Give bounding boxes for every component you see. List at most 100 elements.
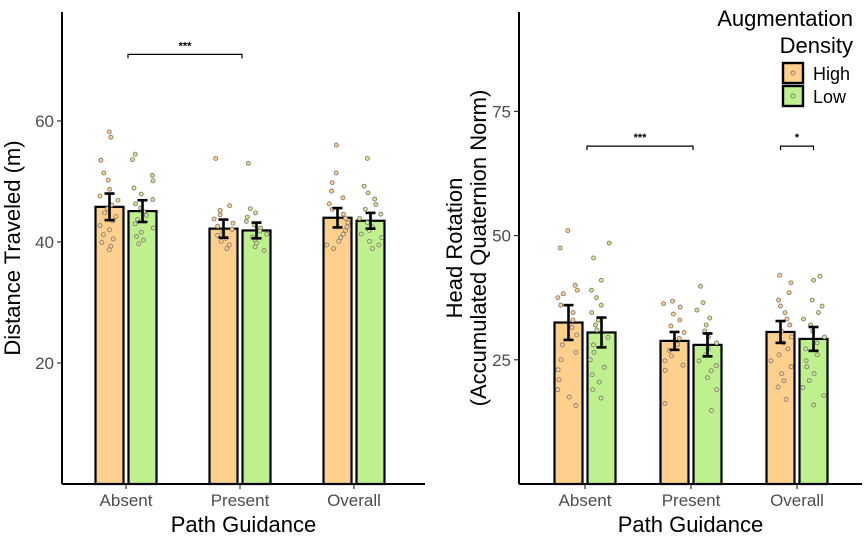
data-point — [782, 310, 788, 316]
bar-low-absent — [586, 331, 617, 486]
bar-high-absent — [94, 205, 125, 486]
data-point — [150, 178, 156, 184]
data-point — [141, 237, 147, 243]
data-point — [596, 379, 602, 385]
data-point — [789, 334, 794, 340]
data-point — [587, 357, 593, 363]
data-point — [244, 214, 250, 220]
data-point — [677, 317, 683, 323]
data-point — [107, 227, 112, 233]
data-point — [217, 208, 223, 213]
data-point — [662, 367, 668, 373]
data-point — [574, 332, 580, 338]
data-point — [593, 322, 598, 328]
data-point — [247, 206, 253, 212]
data-point — [806, 378, 812, 384]
data-point — [775, 384, 781, 390]
data-point — [569, 325, 575, 330]
x-tick-label: Overall — [770, 491, 824, 510]
data-point — [329, 188, 335, 194]
legend-point-marker — [790, 93, 796, 99]
data-point — [105, 177, 111, 183]
data-point — [97, 193, 103, 199]
data-point — [252, 210, 258, 216]
data-point — [99, 240, 105, 246]
y-tick-label: 50 — [492, 227, 511, 246]
data-point — [367, 238, 372, 244]
data-point — [783, 397, 789, 402]
bar-low-absent — [127, 209, 158, 486]
data-point — [815, 352, 820, 358]
data-point — [358, 231, 364, 237]
data-point — [149, 172, 155, 178]
y-axis-title: Head Rotation(Accumulated Quaternion Nor… — [442, 90, 491, 407]
data-point — [555, 387, 561, 393]
data-point — [364, 155, 370, 161]
data-point — [606, 240, 612, 246]
data-point — [245, 160, 251, 166]
data-point — [700, 300, 706, 306]
data-point — [598, 302, 604, 308]
data-point — [101, 232, 107, 238]
data-point — [662, 358, 668, 364]
bar-high-overall — [322, 216, 353, 486]
data-point — [589, 287, 594, 293]
data-point — [705, 375, 710, 381]
data-point — [785, 346, 791, 352]
data-point — [589, 310, 595, 316]
data-point — [703, 322, 709, 328]
data-point — [132, 221, 138, 227]
data-point — [113, 214, 119, 219]
data-point — [573, 403, 579, 408]
data-point — [680, 362, 686, 368]
data-point — [811, 371, 817, 377]
data-point — [98, 157, 104, 163]
data-point — [776, 297, 782, 303]
data-point — [784, 316, 790, 322]
data-point — [781, 378, 787, 384]
data-point — [329, 180, 335, 186]
y-axis-title-line: Head Rotation — [442, 178, 467, 319]
data-point — [559, 342, 565, 348]
y-axis-title-line: (Accumulated Quaternion Norm) — [466, 90, 491, 407]
y-tick-label: 75 — [492, 102, 511, 121]
bar-high-overall — [765, 330, 796, 486]
data-point — [776, 352, 782, 358]
data-point — [662, 401, 668, 406]
y-tick-label: 20 — [35, 354, 54, 373]
data-point — [229, 226, 235, 232]
data-point — [340, 231, 346, 237]
data-point — [675, 341, 681, 347]
data-point — [819, 303, 825, 309]
y-axis-title-line: Distance Traveled (m) — [0, 140, 25, 355]
data-point — [340, 195, 346, 201]
data-point — [605, 334, 611, 340]
data-point — [227, 203, 233, 209]
data-point — [803, 358, 809, 364]
data-point — [572, 282, 578, 288]
data-point — [570, 310, 576, 316]
data-point — [707, 315, 713, 321]
data-point — [566, 394, 572, 400]
x-axis-title: Path Guidance — [618, 512, 764, 537]
data-point — [788, 280, 794, 286]
data-point — [786, 290, 792, 296]
data-point — [138, 191, 144, 197]
data-point — [341, 211, 346, 217]
data-point — [594, 327, 600, 333]
data-point — [804, 364, 810, 370]
data-point — [379, 235, 384, 241]
data-point — [811, 277, 816, 283]
data-point — [362, 206, 368, 212]
data-point — [591, 349, 597, 355]
data-point — [565, 228, 571, 234]
data-point — [218, 238, 224, 244]
data-point — [230, 220, 236, 226]
x-tick-label: Present — [211, 491, 270, 510]
data-point — [574, 287, 580, 293]
data-point — [115, 197, 121, 203]
data-point — [357, 215, 362, 221]
x-tick-label: Overall — [327, 491, 381, 510]
data-point — [558, 357, 564, 363]
